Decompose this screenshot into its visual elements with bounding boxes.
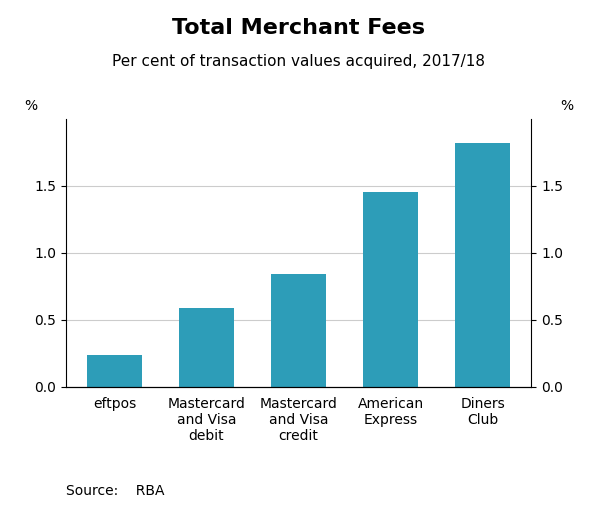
Text: Total Merchant Fees: Total Merchant Fees	[172, 18, 425, 38]
Bar	[271, 275, 326, 387]
Text: Source:    RBA: Source: RBA	[66, 484, 164, 498]
Text: %: %	[24, 99, 37, 114]
Bar	[179, 308, 234, 387]
Text: %: %	[560, 99, 573, 114]
Text: Per cent of transaction values acquired, 2017/18: Per cent of transaction values acquired,…	[112, 54, 485, 69]
Bar	[363, 192, 418, 387]
Bar	[87, 355, 142, 387]
Bar	[455, 143, 510, 387]
